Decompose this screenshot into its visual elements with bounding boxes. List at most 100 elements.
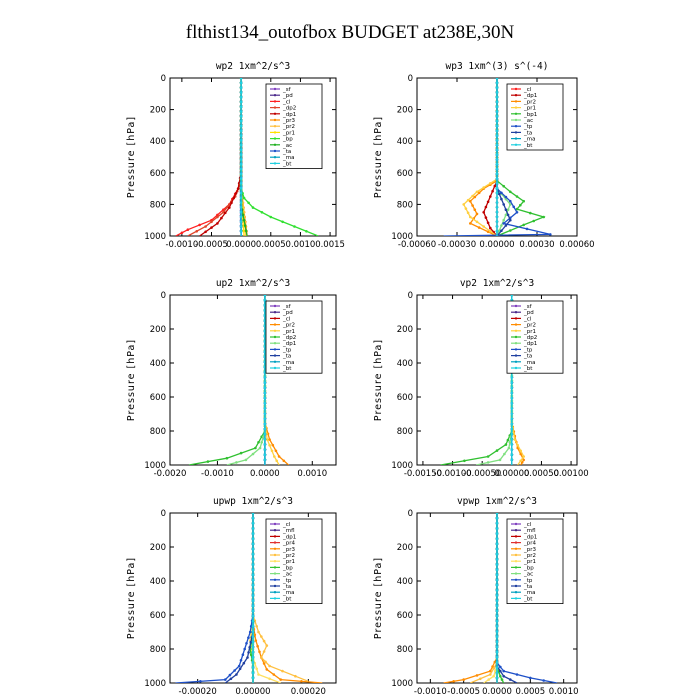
y-tick-label: 1000 — [144, 461, 166, 471]
y-tick-label: 600 — [150, 169, 166, 179]
data-point — [263, 381, 267, 384]
data-point — [484, 216, 488, 219]
data-point — [262, 639, 266, 643]
data-point — [489, 669, 492, 673]
x-tick-label: 0.00060 — [559, 240, 594, 250]
data-point — [495, 630, 499, 633]
panel-title: wp3 1xm^(3) s^(-4) — [446, 61, 549, 72]
series-line-dp2 — [440, 295, 513, 465]
data-point — [263, 453, 267, 457]
data-point — [263, 391, 267, 395]
legend-entry: _ta — [282, 354, 291, 360]
data-point — [239, 148, 243, 152]
series-group — [175, 513, 323, 683]
data-point — [263, 355, 267, 359]
data-point — [239, 105, 243, 108]
data-point — [510, 396, 514, 400]
y-tick-label: 200 — [397, 106, 413, 116]
data-point — [500, 197, 503, 201]
data-point — [495, 513, 499, 515]
legend-entry: _pr2 — [282, 553, 295, 559]
data-point — [473, 195, 477, 199]
data-point — [248, 630, 252, 634]
data-point — [263, 329, 267, 333]
legend-entry: _bt — [282, 596, 292, 602]
legend-entry: _ma — [523, 590, 535, 596]
legend-entry: _cl — [523, 316, 532, 322]
data-point — [239, 229, 243, 233]
data-point — [263, 340, 267, 343]
data-point — [495, 167, 499, 171]
legend-marker — [273, 137, 277, 140]
data-point — [495, 676, 499, 680]
data-point — [305, 230, 308, 233]
data-point — [500, 678, 504, 681]
data-point — [239, 119, 243, 123]
legend-entry: _tp — [523, 124, 533, 130]
data-point — [486, 461, 490, 464]
data-point — [263, 324, 267, 328]
data-point — [509, 229, 512, 232]
data-point — [225, 456, 229, 460]
data-point — [244, 229, 248, 232]
data-point — [251, 537, 255, 541]
data-point — [495, 177, 499, 180]
data-point — [251, 645, 255, 649]
data-point — [495, 449, 499, 452]
data-point — [239, 100, 243, 104]
x-tick-label: -0.00100 — [433, 469, 471, 479]
data-point — [251, 609, 255, 613]
legend-entry: _pd — [282, 310, 293, 316]
data-point — [233, 669, 236, 672]
data-point — [263, 314, 267, 317]
data-point — [206, 460, 210, 463]
data-point — [489, 226, 492, 230]
legend-marker — [514, 131, 518, 134]
data-point — [495, 81, 499, 85]
y-tick-label: 600 — [397, 169, 413, 179]
data-point — [495, 578, 499, 582]
data-point — [509, 190, 512, 194]
series-line-pr2 — [470, 513, 498, 683]
data-point — [512, 205, 515, 209]
legend-entry: _bt — [282, 366, 292, 372]
legend-marker — [514, 547, 518, 550]
legend-marker — [514, 143, 518, 146]
x-tick-label: 0.00000 — [235, 687, 270, 697]
data-point — [242, 196, 246, 200]
data-point — [529, 676, 532, 680]
data-point — [260, 211, 264, 214]
data-point — [498, 458, 502, 462]
data-point — [251, 589, 255, 592]
x-tick-label: -0.00050 — [463, 469, 501, 479]
legend-entry: _tp — [282, 347, 292, 353]
data-point — [242, 224, 245, 227]
data-point — [489, 230, 492, 233]
series-line-pr1 — [483, 513, 498, 683]
data-point — [504, 213, 508, 217]
data-point — [495, 563, 499, 566]
data-point — [251, 676, 255, 680]
x-tick-label: 0.00100 — [553, 469, 588, 479]
x-tick-label: -0.0010 — [165, 240, 198, 250]
data-point — [239, 215, 243, 219]
legend-entry: _bt — [523, 366, 533, 372]
legend-marker — [273, 342, 277, 345]
legend-marker — [514, 522, 518, 526]
legend: _sf_pd_cl_pr2_pr1_dp2_dp1_tp_ta_ma_bt — [506, 300, 564, 374]
data-point — [495, 182, 499, 185]
data-point — [263, 334, 267, 338]
y-tick-label: 600 — [150, 611, 166, 621]
legend-entry: _dp1 — [523, 341, 537, 347]
data-point — [510, 407, 514, 410]
legend-marker — [273, 584, 277, 588]
data-point — [510, 437, 514, 441]
data-point — [255, 667, 258, 671]
data-point — [519, 203, 522, 207]
data-point — [510, 376, 514, 379]
data-point — [486, 200, 490, 204]
data-point — [484, 205, 488, 209]
data-point — [504, 208, 508, 211]
data-point — [522, 199, 525, 203]
data-point — [264, 660, 267, 664]
